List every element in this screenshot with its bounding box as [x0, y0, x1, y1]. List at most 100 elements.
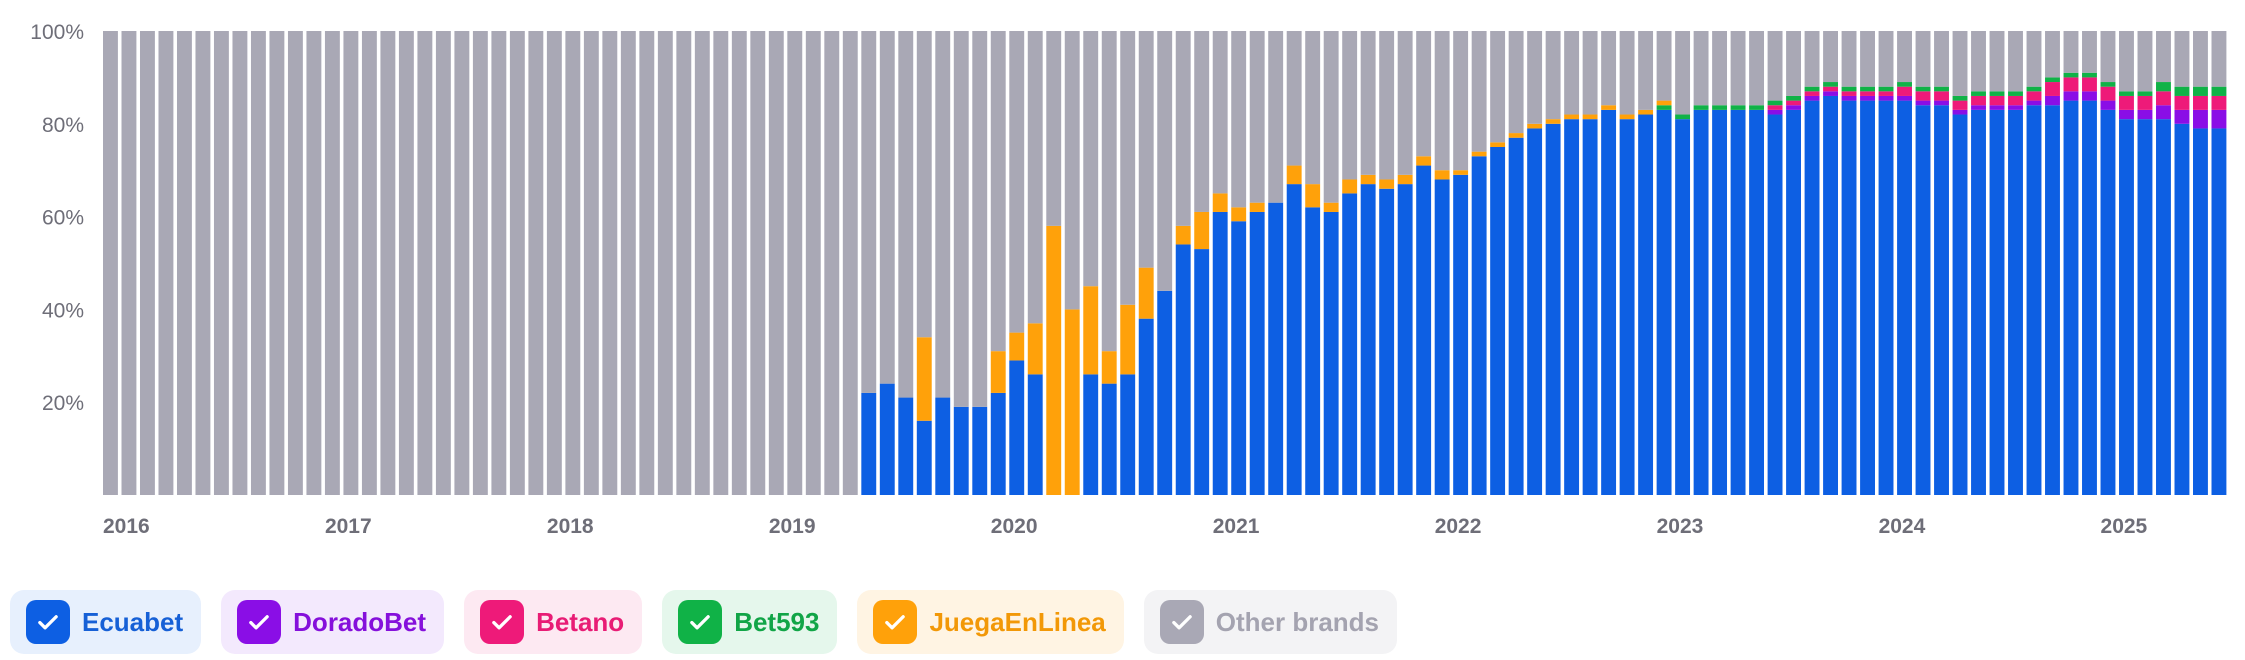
bar-segment-ecuabet: [1619, 119, 1635, 495]
bar-segment-juegaenlinea: [1619, 114, 1635, 120]
legend-item-ecuabet[interactable]: Ecuabet: [10, 590, 202, 654]
bar-segment-other-brands: [1360, 31, 1376, 175]
bar-segment-betano: [2137, 95, 2153, 110]
bar-segment-other-brands: [1897, 31, 1912, 83]
bar-segment-ecuabet: [953, 406, 969, 495]
legend-label: Bet593: [734, 606, 820, 637]
bar-segment-other-brands: [805, 31, 821, 495]
bar-segment-ecuabet: [1231, 221, 1247, 496]
bar-segment-other-brands: [2193, 31, 2208, 87]
bar-segment-other-brands: [2100, 31, 2116, 83]
bar-segment-other-brands: [787, 31, 803, 495]
bar-segment-ecuabet: [1675, 119, 1691, 495]
bar-segment-juegaenlinea: [1545, 119, 1561, 124]
bar-segment-doradobet: [2100, 100, 2116, 110]
bar-segment-other-brands: [694, 31, 710, 495]
bar-segment-other-brands: [879, 31, 895, 384]
legend-label: Betano: [536, 606, 625, 637]
checkbox-checked-icon[interactable]: [873, 600, 918, 644]
bar-segment-ecuabet: [1471, 156, 1487, 495]
bar-segment-ecuabet: [1841, 100, 1857, 495]
bar-segment-other-brands: [1416, 31, 1432, 157]
x-tick-label: 2019: [769, 515, 816, 538]
bar-segment-ecuabet: [2211, 128, 2227, 495]
bar-segment-ecuabet: [1971, 109, 1986, 495]
checkbox-checked-icon[interactable]: [1159, 600, 1204, 644]
bar-segment-other-brands: [287, 31, 303, 495]
bar-segment-other-brands: [343, 31, 359, 495]
bar-segment-ecuabet: [1860, 100, 1875, 495]
bar-segment-other-brands: [2063, 31, 2079, 73]
bar-segment-other-brands: [1453, 31, 1469, 171]
legend-item-betano[interactable]: Betano: [464, 590, 643, 654]
bar-segment-doradobet: [1934, 100, 1949, 106]
bar-segment-doradobet: [1860, 95, 1875, 101]
bar-segment-ecuabet: [879, 383, 895, 495]
bar-segment-other-brands: [1138, 31, 1154, 268]
bar-segment-other-brands: [250, 31, 266, 495]
bar-segment-other-brands: [1286, 31, 1302, 166]
bar-segment-ecuabet: [1268, 202, 1284, 495]
bar-segment-other-brands: [2156, 31, 2171, 83]
legend-item-juegaenlinea[interactable]: JuegaEnLinea: [857, 590, 1124, 654]
bar-segment-other-brands: [2174, 31, 2190, 87]
checkbox-checked-icon[interactable]: [678, 600, 723, 644]
checkbox-checked-icon[interactable]: [480, 600, 525, 644]
bar-segment-ecuabet: [1508, 137, 1524, 495]
bar-segment-bet593: [1897, 82, 1912, 87]
bar-segment-bet593: [1749, 105, 1765, 110]
checkbox-checked-icon[interactable]: [26, 600, 70, 644]
bar-segment-other-brands: [2082, 31, 2097, 73]
bar-segment-juegaenlinea: [1027, 323, 1043, 375]
bar-segment-ecuabet: [2045, 105, 2060, 496]
bar-segment-doradobet: [1897, 95, 1912, 101]
bar-segment-juegaenlinea: [1249, 202, 1265, 212]
bar-segment-juegaenlinea: [1453, 170, 1469, 175]
bar-segment-ecuabet: [1712, 109, 1728, 495]
bar-segment-bet593: [2008, 91, 2023, 96]
legend-item-doradobet[interactable]: DoradoBet: [221, 590, 445, 654]
bar-segment-other-brands: [2137, 31, 2153, 92]
legend-item-bet593[interactable]: Bet593: [662, 590, 838, 654]
bar-segment-juegaenlinea: [990, 351, 1006, 393]
bar-segment-ecuabet: [2174, 123, 2190, 496]
bar-segment-juegaenlinea: [1490, 142, 1506, 147]
bar-segment-juegaenlinea: [1582, 114, 1598, 120]
bar-segment-betano: [1804, 91, 1820, 96]
bar-segment-ecuabet: [1638, 114, 1654, 496]
bar-segment-bet593: [2026, 86, 2042, 92]
legend-item-other-brands[interactable]: Other brands: [1143, 590, 1397, 654]
bar-segment-betano: [1823, 86, 1838, 92]
bar-segment-ecuabet: [1490, 147, 1506, 495]
bar-segment-ecuabet: [935, 397, 951, 495]
bar-segment-other-brands: [1656, 31, 1672, 101]
bar-segment-bet593: [2100, 82, 2116, 87]
bar-segment-ecuabet: [1434, 179, 1450, 496]
bar-segment-ecuabet: [1730, 109, 1746, 495]
bar-segment-other-brands: [2026, 31, 2042, 87]
bar-segment-betano: [2008, 95, 2023, 106]
bar-segment-bet593: [2193, 86, 2208, 96]
bar-segment-ecuabet: [898, 397, 914, 495]
bar-segment-ecuabet: [2156, 119, 2171, 495]
legend: Ecuabet DoradoBet Betano Bet593 JuegaEnLinea…: [10, 590, 1397, 654]
bar-segment-other-brands: [1046, 31, 1062, 226]
checkbox-checked-icon[interactable]: [237, 600, 282, 644]
bar-segment-doradobet: [2156, 105, 2171, 120]
bar-segment-betano: [2119, 95, 2134, 110]
bar-segment-ecuabet: [1786, 109, 1801, 495]
bar-segment-other-brands: [1915, 31, 1931, 87]
bar-segment-juegaenlinea: [1101, 351, 1117, 384]
bar-segment-betano: [2045, 82, 2060, 96]
bar-segment-ecuabet: [990, 392, 1006, 495]
bar-segment-bet593: [1675, 114, 1691, 120]
bar-segment-juegaenlinea: [1231, 207, 1247, 222]
bar-segment-other-brands: [1564, 31, 1580, 115]
bar-segment-other-brands: [1786, 31, 1801, 96]
bar-segment-other-brands: [1175, 31, 1191, 226]
bar-segment-doradobet: [1804, 95, 1820, 101]
bar-segment-bet593: [1971, 91, 1986, 96]
bar-segment-doradobet: [2137, 109, 2153, 120]
bar-segment-other-brands: [953, 31, 969, 407]
bar-segment-other-brands: [1823, 31, 1838, 83]
